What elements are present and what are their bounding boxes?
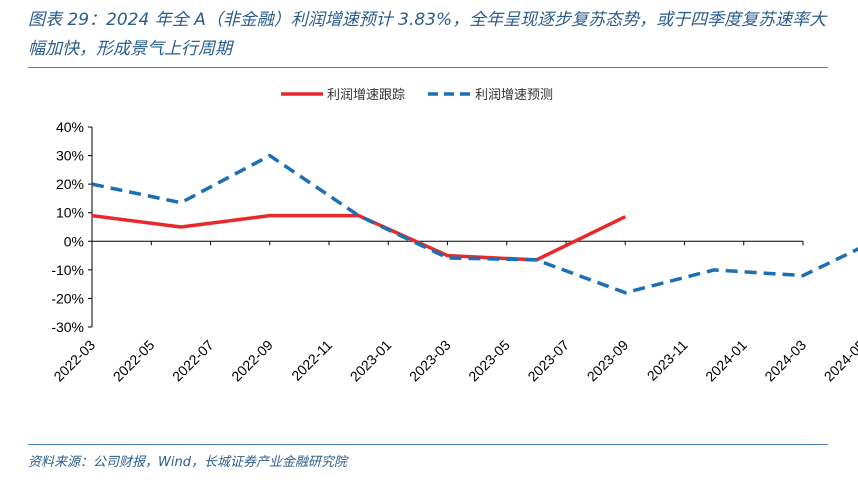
x-tick-label: 2023-09 — [584, 337, 632, 385]
legend-item-forecast: 利润增速预测 — [428, 87, 553, 102]
y-tick-label: -20% — [51, 290, 84, 306]
line-chart: 40% 30% 20% 10% 0% -10% -20% -30% 2022-03 2022-05… — [50, 87, 858, 385]
legend-label: 利润增速跟踪 — [327, 87, 405, 102]
x-tick-label: 2024-03 — [761, 337, 809, 385]
x-tick-label: 2022-05 — [110, 337, 158, 385]
y-tick-label: 20% — [56, 176, 84, 192]
x-tick-label: 2024-05 — [821, 337, 858, 385]
source-note: 资料来源：公司财报，Wind，长城证券产业金融研究院 — [28, 455, 347, 470]
title-divider — [28, 67, 828, 68]
y-tick-label: -10% — [51, 262, 84, 278]
x-tick-label: 2023-03 — [406, 337, 454, 385]
legend-label: 利润增速预测 — [475, 87, 553, 102]
y-tick-label: 40% — [56, 119, 84, 135]
legend-item-tracking: 利润增速跟踪 — [281, 87, 405, 102]
x-tick-label: 2024-01 — [702, 337, 750, 385]
source-divider — [28, 444, 828, 445]
y-tick-label: 0% — [64, 233, 84, 249]
chart-title: 图表 29：2024 年全 A（非金融）利润增速预计 3.83%，全年呈现逐步复… — [28, 10, 827, 59]
x-tick-label: 2022-11 — [288, 337, 335, 384]
y-tick-label: 30% — [56, 148, 84, 164]
x-tick-label: 2022-07 — [169, 337, 217, 385]
x-tick-label: 2022-03 — [50, 337, 98, 385]
y-tick-label: -30% — [51, 319, 84, 335]
x-tick-label: 2023-11 — [644, 337, 691, 384]
x-tick-label: 2023-05 — [465, 337, 513, 385]
x-tick-label: 2023-07 — [524, 337, 572, 385]
series-line-forecast — [91, 153, 858, 295]
x-tick-label: 2022-09 — [228, 337, 276, 385]
series-line-tracking — [91, 213, 627, 262]
x-tick-label: 2023-01 — [347, 337, 395, 385]
legend: 利润增速跟踪 利润增速预测 — [281, 87, 553, 102]
y-tick-label: 10% — [56, 205, 84, 221]
